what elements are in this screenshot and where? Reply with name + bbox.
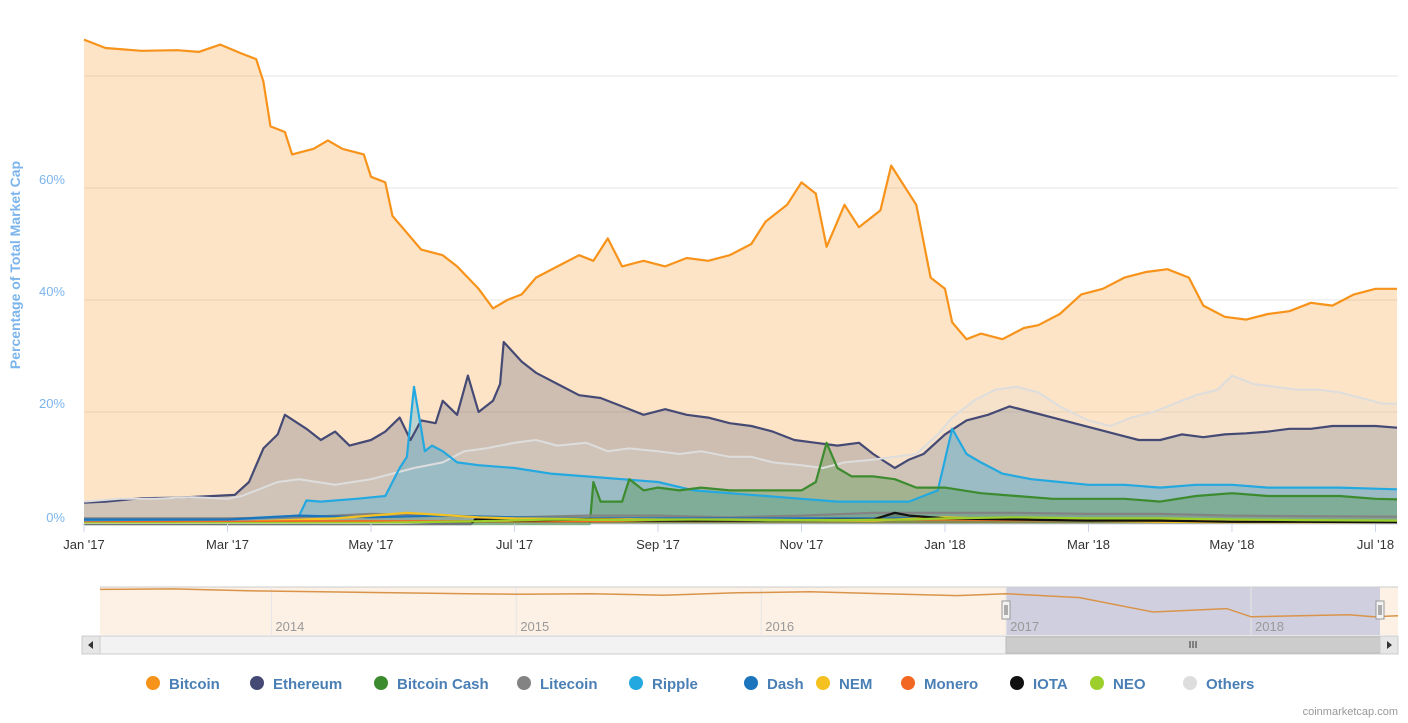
legend-marker (1090, 676, 1104, 690)
legend-marker (250, 676, 264, 690)
legend-label[interactable]: IOTA (1033, 676, 1068, 693)
series-line-neo[interactable] (83, 516, 1398, 525)
navigator[interactable]: 2014 2015 2016 2017 2018 (99, 586, 1399, 635)
y-tick-label: 0% (46, 510, 65, 525)
scrollbar[interactable] (81, 635, 1399, 655)
legend-item-ethereum[interactable]: Ethereum (250, 676, 342, 693)
arrow-right-icon (1387, 641, 1392, 649)
legend-marker (629, 676, 643, 690)
navigator-tick-label: 2014 (275, 619, 304, 634)
legend-item-bitcoin[interactable]: Bitcoin (146, 676, 220, 693)
legend-label[interactable]: Ripple (652, 676, 698, 693)
x-tick-label: May '18 (1209, 537, 1254, 552)
series-area-ethereum (84, 342, 1397, 524)
series-line-bitcoin-cash[interactable] (84, 441, 1398, 526)
gridlines (84, 75, 1398, 413)
navigator-left-handle-body[interactable] (1001, 600, 1011, 620)
legend-item-bitcoin-cash[interactable]: Bitcoin Cash (374, 676, 489, 693)
navigator-selection[interactable] (1006, 587, 1380, 635)
legend-label[interactable]: Litecoin (540, 676, 598, 693)
legend-item-litecoin[interactable]: Litecoin (517, 676, 598, 693)
series-line-bitcoin[interactable] (83, 38, 1397, 341)
legend: Bitcoin Ethereum Bitcoin Cash Litecoin Rippl… (146, 676, 1254, 693)
x-tick-label: Mar '18 (1067, 537, 1110, 552)
legend-marker (744, 676, 758, 690)
arrow-left-icon (88, 641, 93, 649)
legend-label[interactable]: NEM (839, 676, 872, 693)
series-areas (84, 39, 1397, 524)
legend-label[interactable]: NEO (1113, 676, 1146, 693)
legend-label[interactable]: Monero (924, 676, 978, 693)
legend-marker (901, 676, 915, 690)
x-tick-label: Jul '18 (1357, 537, 1394, 552)
navigator-tick-label: 2015 (520, 619, 549, 634)
series-area-others (84, 375, 1397, 524)
series-area-ripple (84, 386, 1397, 524)
series-line-ethereum[interactable] (83, 340, 1398, 504)
x-tick-label: May '17 (348, 537, 393, 552)
legend-item-neo[interactable]: NEO (1090, 676, 1146, 693)
navigator-bitcoin-line (99, 588, 1399, 618)
legend-label[interactable]: Bitcoin (169, 676, 220, 693)
series-area-bitcoin-cash (84, 442, 1397, 524)
legend-label[interactable]: Bitcoin Cash (397, 676, 489, 693)
series-line-litecoin[interactable] (84, 511, 1398, 520)
x-tick-label: Nov '17 (780, 537, 824, 552)
legend-item-monero[interactable]: Monero (901, 676, 978, 693)
legend-marker (1183, 676, 1197, 690)
legend-label[interactable]: Dash (767, 676, 804, 693)
legend-item-dash[interactable]: Dash (744, 676, 804, 693)
y-axis-ticks: 0% 20% 40% 60% (39, 172, 65, 525)
y-axis-title: Percentage of Total Market Cap (7, 161, 23, 369)
legend-item-nem[interactable]: NEM (816, 676, 872, 693)
navigator-tick-label: 2016 (765, 619, 794, 634)
x-tick-label: Jul '17 (496, 537, 533, 552)
legend-marker (816, 676, 830, 690)
legend-marker (146, 676, 160, 690)
legend-marker (517, 676, 531, 690)
navigator-right-handle-body[interactable] (1375, 600, 1385, 620)
y-tick-label: 60% (39, 172, 65, 187)
x-tick-label: Mar '17 (206, 537, 249, 552)
series-lines (83, 38, 1398, 526)
navigator-tick-label: 2018 (1255, 619, 1284, 634)
legend-label[interactable]: Others (1206, 676, 1254, 693)
legend-marker (1010, 676, 1024, 690)
navigator-left-handle[interactable] (1001, 600, 1011, 620)
legend-label[interactable]: Ethereum (273, 676, 342, 693)
x-tick-label: Jan '18 (924, 537, 966, 552)
x-axis-ticks: Jan '17 Mar '17 May '17 Jul '17 Sep '17 Nov '… (63, 524, 1394, 552)
navigator-right-handle[interactable] (1375, 600, 1385, 620)
legend-item-ripple[interactable]: Ripple (629, 676, 698, 693)
legend-item-iota[interactable]: IOTA (1010, 676, 1068, 693)
navigator-ticks: 2014 2015 2016 2017 2018 (270, 587, 1284, 635)
series-line-others[interactable] (83, 374, 1397, 503)
x-tick-label: Jan '17 (63, 537, 105, 552)
x-tick-label: Sep '17 (636, 537, 680, 552)
legend-marker (374, 676, 388, 690)
y-tick-label: 20% (39, 396, 65, 411)
y-tick-label: 40% (39, 284, 65, 299)
credits[interactable]: coinmarketcap.com (1303, 706, 1398, 718)
navigator-tick-label: 2017 (1010, 619, 1039, 634)
legend-item-others[interactable]: Others (1183, 676, 1254, 693)
series-line-ripple[interactable] (83, 385, 1398, 523)
